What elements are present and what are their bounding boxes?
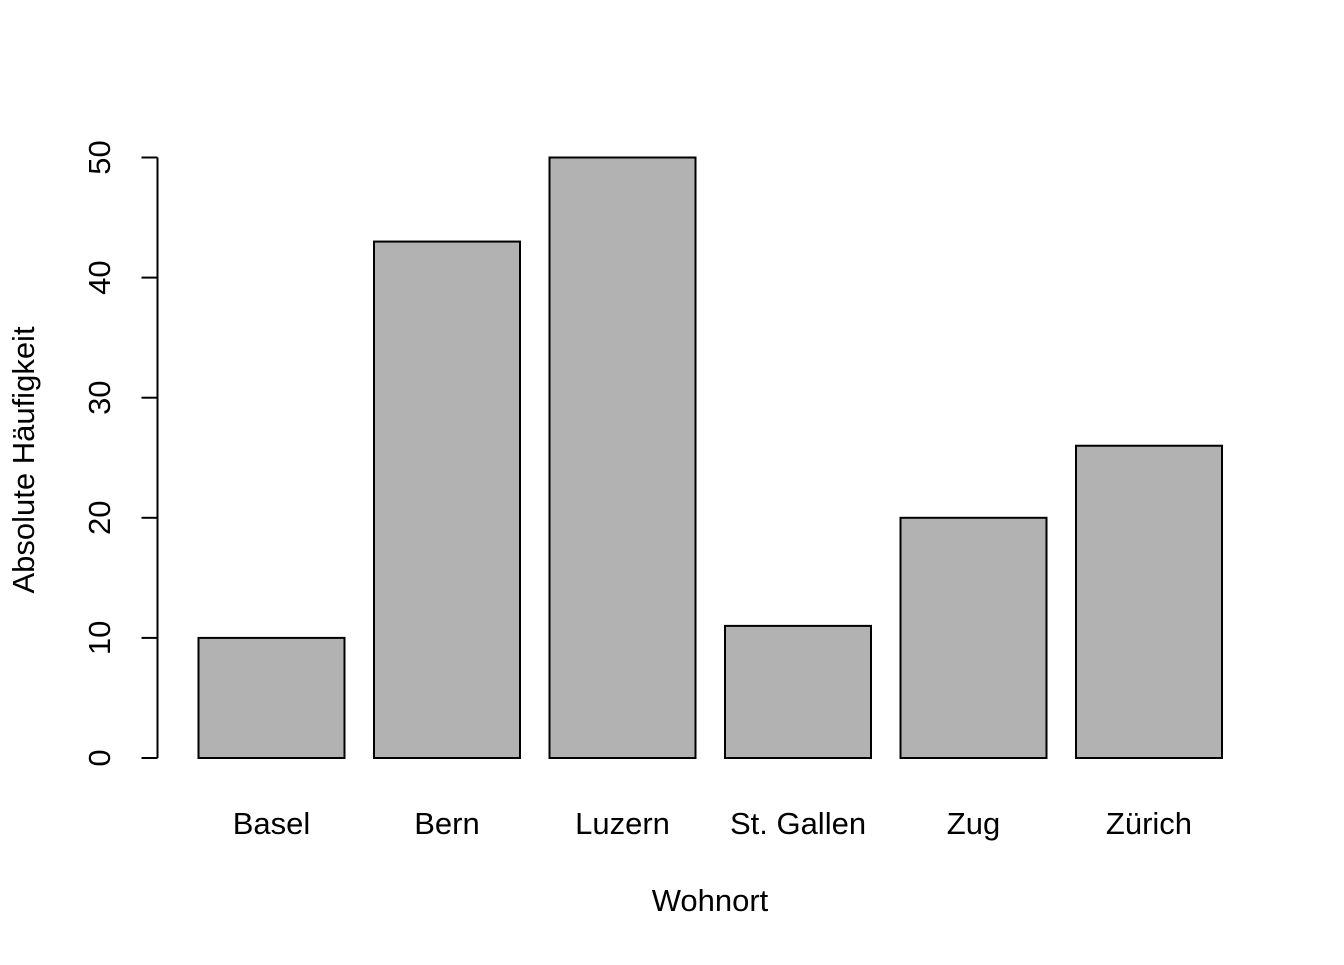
x-tick-label: Bern	[414, 806, 479, 841]
y-tick-label: 10	[82, 621, 117, 655]
y-tick-label: 40	[82, 260, 117, 294]
bar-luzern	[548, 156, 697, 759]
x-tick-labels: Basel Bern Luzern St. Gallen Zug Zürich	[233, 806, 1192, 841]
y-axis-title: Absolute Häufigkeit	[6, 326, 41, 593]
x-tick-label: St. Gallen	[730, 806, 866, 841]
bar-z-rich	[1075, 444, 1223, 759]
y-tick-label: 50	[82, 140, 117, 174]
x-tick-label: Luzern	[575, 806, 670, 841]
bar-zug	[899, 516, 1048, 759]
bar-basel	[197, 636, 346, 760]
x-tick-label: Zug	[947, 806, 1000, 841]
x-tick-label: Zürich	[1106, 806, 1192, 841]
y-axis: 0 10 20 30 40 50	[82, 140, 159, 767]
x-tick-label: Basel	[233, 806, 311, 841]
bar-st-gallen	[724, 624, 872, 760]
bar-bern	[373, 240, 521, 759]
y-tick-label: 0	[82, 749, 117, 766]
bars-layer	[197, 156, 1223, 760]
y-tick-label: 30	[82, 380, 117, 414]
y-tick-label: 20	[82, 501, 117, 535]
x-axis-title: Wohnort	[652, 883, 769, 918]
